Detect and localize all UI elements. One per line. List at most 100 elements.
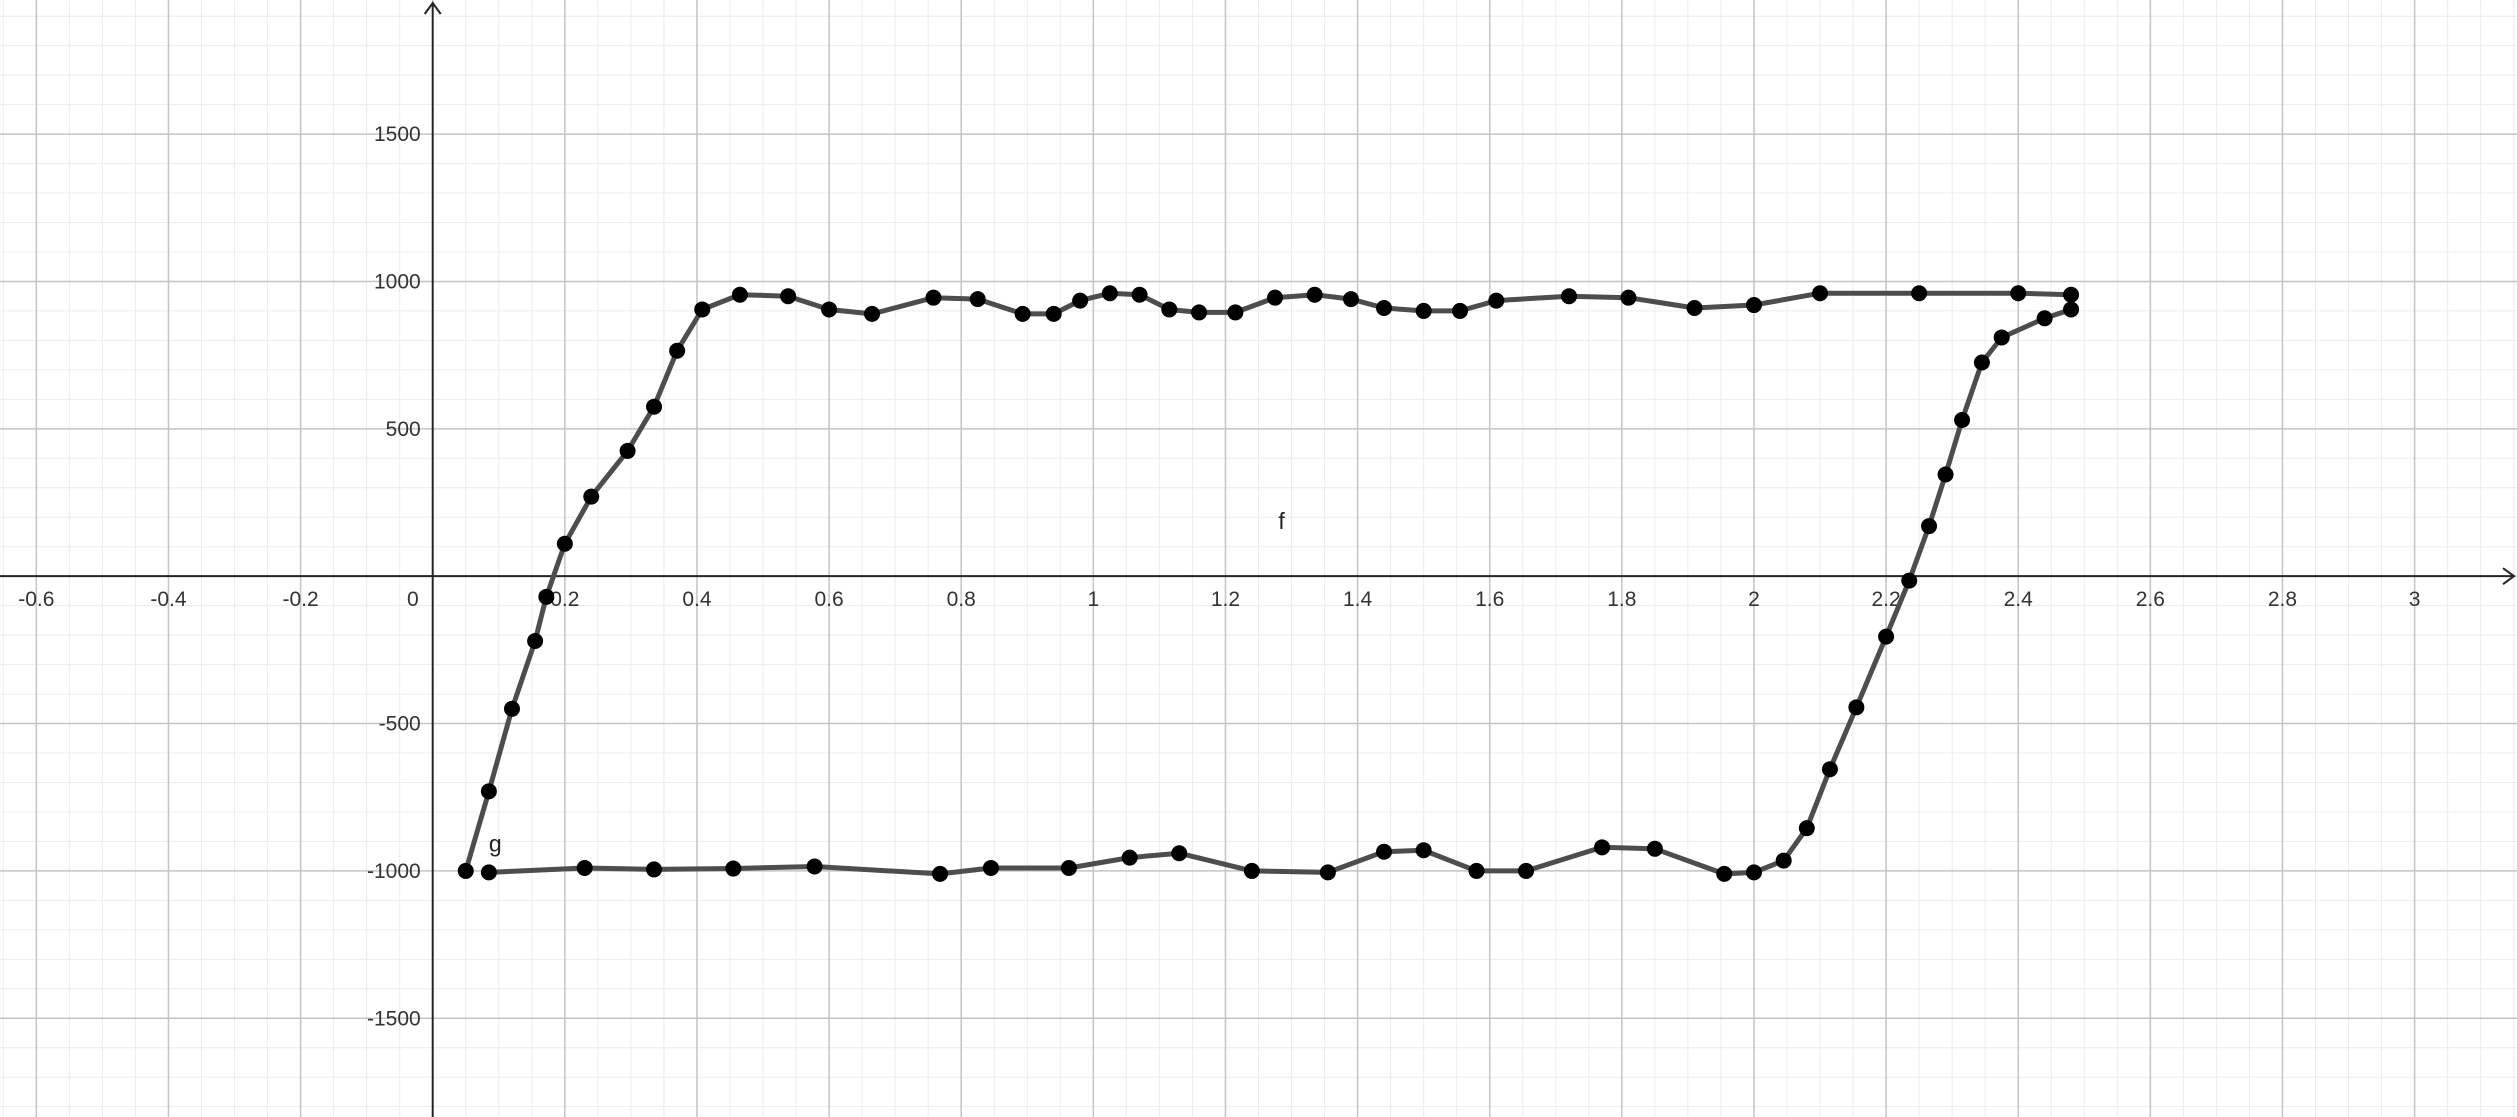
data-point-f[interactable] [457,862,474,879]
data-point-f[interactable] [556,535,573,552]
data-point-g[interactable] [480,864,497,881]
data-point-f[interactable] [538,588,555,605]
data-point-g[interactable] [1921,518,1938,535]
data-point-g[interactable] [646,861,663,878]
y-tick-label: -1500 [367,1007,421,1030]
x-tick-label: 1 [1087,588,1099,611]
data-point-g[interactable] [1243,862,1260,879]
data-point-f[interactable] [925,289,942,306]
data-point-g[interactable] [1821,761,1838,778]
x-tick-label: 0 [407,588,419,611]
data-point-g[interactable] [1594,839,1611,856]
data-point-g[interactable] [1954,411,1971,428]
data-point-f[interactable] [864,305,881,322]
data-point-g[interactable] [1901,572,1918,589]
data-point-f[interactable] [1131,286,1148,303]
data-point-f[interactable] [2063,286,2080,303]
data-point-g[interactable] [982,859,999,876]
series-label-f: f [1278,508,1285,534]
data-point-f[interactable] [1911,285,1928,302]
y-tick-label: 500 [386,418,421,441]
data-point-f[interactable] [1620,289,1637,306]
data-point-f[interactable] [503,700,520,717]
data-point-g[interactable] [1121,849,1138,866]
data-point-g[interactable] [932,865,949,882]
data-point-f[interactable] [1376,299,1393,316]
data-point-f[interactable] [1161,301,1178,318]
data-point-f[interactable] [1560,288,1577,305]
data-point-g[interactable] [1518,862,1535,879]
data-point-f[interactable] [669,342,686,359]
data-point-g[interactable] [1319,864,1336,881]
data-point-f[interactable] [821,301,838,318]
data-point-g[interactable] [2036,310,2053,327]
data-point-g[interactable] [806,858,823,875]
data-point-g[interactable] [1376,843,1393,860]
y-tick-labels: 1500 1000 500 -500 -1000 -1500 [367,123,421,1030]
data-point-f[interactable] [1342,291,1359,308]
data-point-g[interactable] [1060,859,1077,876]
series-label-g: g [489,831,502,857]
series-line-g[interactable] [486,307,2074,877]
data-point-g[interactable] [1848,699,1865,716]
data-point-f[interactable] [780,288,797,305]
series-layer: fg [457,285,2080,882]
data-point-f[interactable] [583,488,600,505]
data-point-f[interactable] [1812,285,1829,302]
data-point-f[interactable] [2010,285,2027,302]
x-tick-label: 2.4 [2004,588,2034,611]
data-point-f[interactable] [1014,305,1031,322]
data-point-g[interactable] [1171,845,1188,862]
data-point-g[interactable] [1468,862,1485,879]
data-point-f[interactable] [1267,289,1284,306]
x-tick-label: 0.2 [550,588,579,611]
x-tick-label: 1.8 [1607,588,1636,611]
data-point-g[interactable] [1646,840,1663,857]
data-point-f[interactable] [731,286,748,303]
data-point-g[interactable] [576,859,593,876]
data-point-f[interactable] [1045,305,1062,322]
x-axis-arrow-icon [2502,567,2516,585]
y-tick-label: -500 [379,713,421,736]
data-point-f[interactable] [694,301,711,318]
data-point-f[interactable] [480,783,497,800]
data-point-f[interactable] [1745,297,1762,314]
data-point-g[interactable] [1993,329,2010,346]
data-point-g[interactable] [1798,820,1815,837]
data-point-f[interactable] [1415,302,1432,319]
x-tick-label: -0.2 [282,588,318,611]
data-point-f[interactable] [1306,286,1323,303]
data-point-g[interactable] [1878,628,1895,645]
data-point-f[interactable] [527,633,544,650]
data-point-g[interactable] [1415,842,1432,859]
data-point-g[interactable] [1745,864,1762,881]
data-point-g[interactable] [1973,354,1990,371]
data-point-g[interactable] [725,860,742,877]
series-f: f [457,285,2080,879]
x-tick-labels: -0.6 -0.4 -0.2 0 0.2 0.4 0.6 0.8 1 1.2 1.4 1.6 1.8 2 2… [18,588,2420,611]
x-tick-label: -0.4 [150,588,187,611]
data-point-f[interactable] [619,442,636,459]
data-point-g[interactable] [1937,466,1954,483]
data-point-f[interactable] [1101,285,1118,302]
data-point-f[interactable] [1686,299,1703,316]
data-point-f[interactable] [1191,304,1208,321]
data-point-g[interactable] [2063,301,2080,318]
data-point-g[interactable] [1716,865,1733,882]
x-tick-label: 2.8 [2268,588,2297,611]
data-point-g[interactable] [1775,852,1792,869]
data-point-f[interactable] [1072,292,1089,309]
data-point-f[interactable] [969,291,986,308]
data-point-f[interactable] [1227,304,1244,321]
data-point-f[interactable] [1488,292,1505,309]
x-tick-label: 3 [2409,588,2421,611]
x-tick-label: 1.2 [1211,588,1240,611]
y-tick-label: 1000 [374,270,421,293]
series-line-f[interactable] [463,290,2074,874]
x-tick-label: 0.4 [682,588,712,611]
series-g: g [480,301,2080,882]
data-point-f[interactable] [1451,302,1468,319]
data-point-f[interactable] [646,398,663,415]
